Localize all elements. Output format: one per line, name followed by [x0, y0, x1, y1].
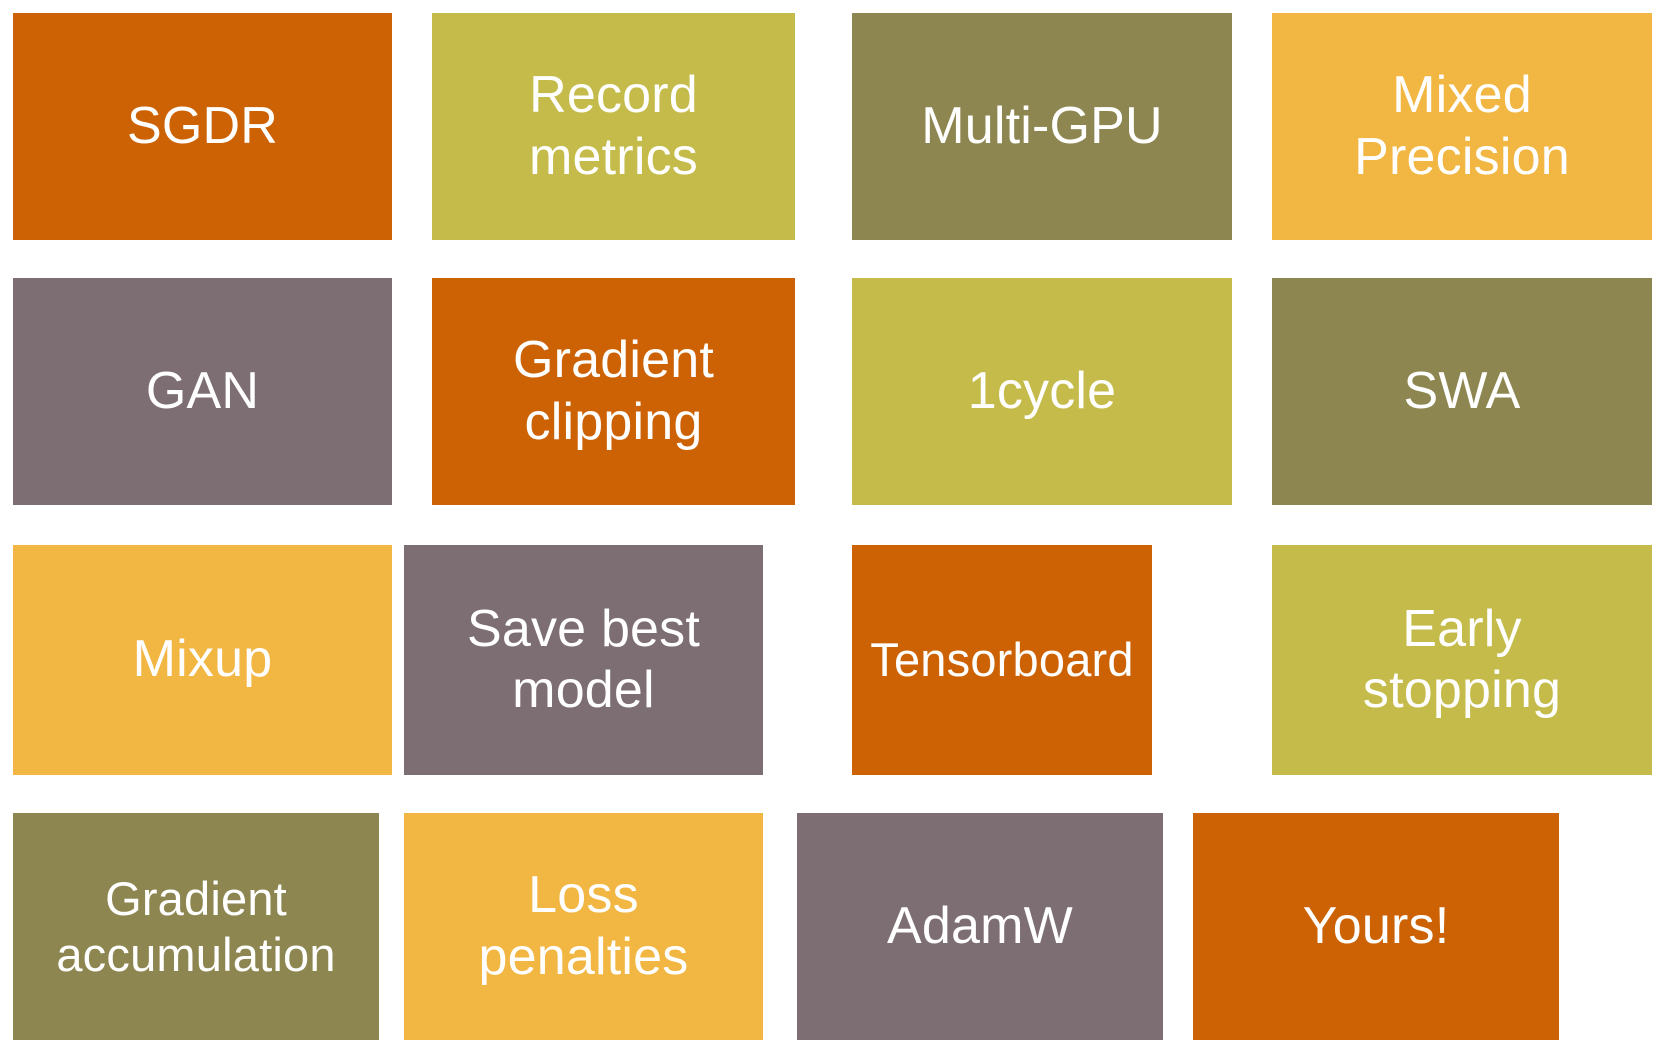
tile-gradient-clipping[interactable]: Gradient clipping [432, 278, 795, 505]
tile-label-multi-gpu: Multi-GPU [921, 96, 1163, 155]
tile-label-save-best-model: Save best model [466, 599, 701, 719]
tile-label-gradient-accumulation: Gradient accumulation [56, 872, 336, 981]
tile-early-stopping[interactable]: Early stopping [1272, 545, 1652, 775]
tile-label-mixup: Mixup [132, 630, 273, 689]
tile-label-mixed-precision: Mixed Precision [1354, 66, 1570, 186]
tile-sgdr[interactable]: SGDR [13, 13, 392, 240]
tile-label-record-metrics: Record metrics [529, 66, 698, 186]
tile-label-yours: Yours! [1302, 896, 1450, 955]
tile-record-metrics[interactable]: Record metrics [432, 13, 795, 240]
tile-label-loss-penalties: Loss penalties [478, 866, 689, 986]
tile-label-sgdr: SGDR [126, 96, 279, 155]
tile-1cycle[interactable]: 1cycle [852, 278, 1232, 505]
tile-mixup[interactable]: Mixup [13, 545, 392, 775]
tile-loss-penalties[interactable]: Loss penalties [404, 813, 763, 1040]
tile-label-tensorboard: Tensorboard [870, 633, 1134, 687]
tile-yours[interactable]: Yours! [1193, 813, 1559, 1040]
tile-label-swa: SWA [1403, 361, 1521, 420]
tile-label-1cycle: 1cycle [967, 361, 1117, 420]
tile-label-gradient-clipping: Gradient clipping [512, 331, 715, 451]
tile-swa[interactable]: SWA [1272, 278, 1652, 505]
tile-mixed-precision[interactable]: Mixed Precision [1272, 13, 1652, 240]
tile-gradient-accumulation[interactable]: Gradient accumulation [13, 813, 379, 1040]
tile-label-adamw: AdamW [887, 896, 1073, 955]
tile-label-gan: GAN [145, 361, 260, 420]
tile-gan[interactable]: GAN [13, 278, 392, 505]
tile-adamw[interactable]: AdamW [797, 813, 1163, 1040]
tile-multi-gpu[interactable]: Multi-GPU [852, 13, 1232, 240]
tile-label-early-stopping: Early stopping [1362, 599, 1562, 719]
tile-tensorboard[interactable]: Tensorboard [852, 545, 1152, 775]
tile-save-best-model[interactable]: Save best model [404, 545, 763, 775]
